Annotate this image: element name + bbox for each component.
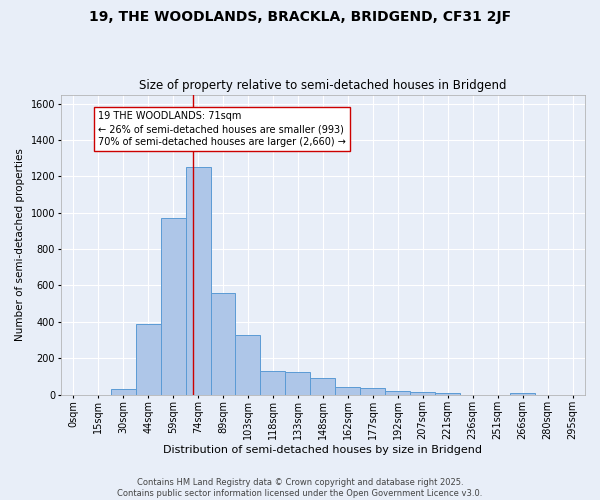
- Title: Size of property relative to semi-detached houses in Bridgend: Size of property relative to semi-detach…: [139, 79, 506, 92]
- Bar: [510, 393, 535, 394]
- Bar: [260, 371, 286, 394]
- Bar: [211, 292, 235, 394]
- Text: 19 THE WOODLANDS: 71sqm
← 26% of semi-detached houses are smaller (993)
70% of s: 19 THE WOODLANDS: 71sqm ← 26% of semi-de…: [98, 111, 346, 148]
- Bar: [110, 390, 136, 394]
- Bar: [136, 324, 161, 394]
- Bar: [361, 388, 385, 394]
- X-axis label: Distribution of semi-detached houses by size in Bridgend: Distribution of semi-detached houses by …: [163, 445, 482, 455]
- Bar: [385, 391, 410, 394]
- Bar: [235, 334, 260, 394]
- Bar: [185, 168, 211, 394]
- Bar: [410, 392, 435, 394]
- Bar: [335, 387, 361, 394]
- Text: Contains HM Land Registry data © Crown copyright and database right 2025.
Contai: Contains HM Land Registry data © Crown c…: [118, 478, 482, 498]
- Text: 19, THE WOODLANDS, BRACKLA, BRIDGEND, CF31 2JF: 19, THE WOODLANDS, BRACKLA, BRIDGEND, CF…: [89, 10, 511, 24]
- Bar: [310, 378, 335, 394]
- Bar: [435, 392, 460, 394]
- Y-axis label: Number of semi-detached properties: Number of semi-detached properties: [15, 148, 25, 341]
- Bar: [286, 372, 310, 394]
- Bar: [161, 218, 185, 394]
